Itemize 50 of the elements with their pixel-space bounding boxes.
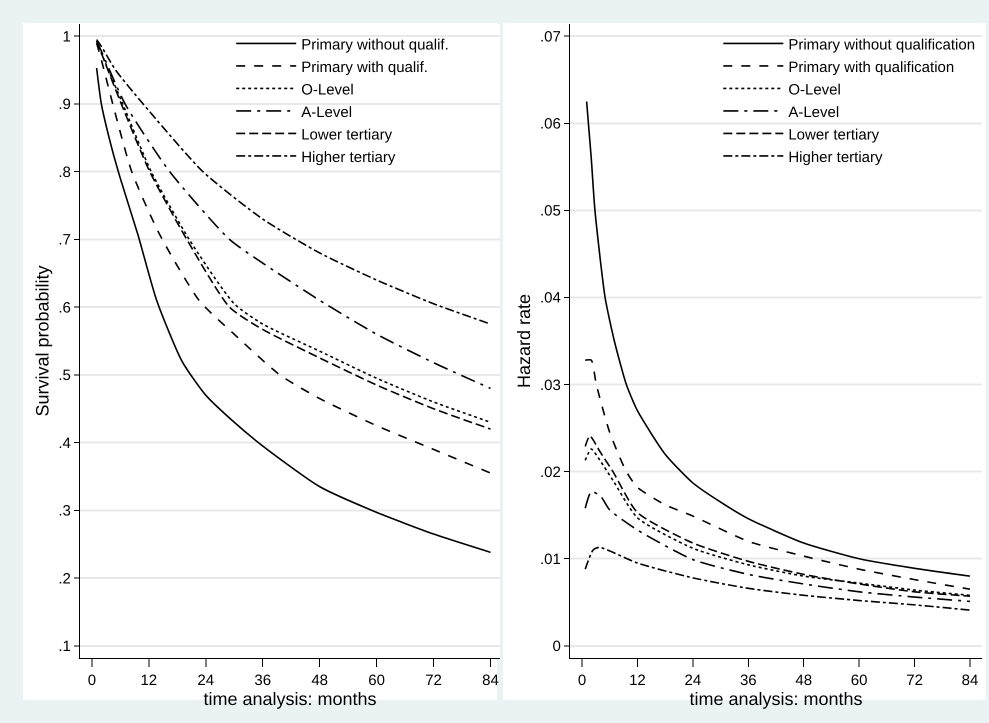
legend-label: Higher tertiary bbox=[788, 148, 884, 166]
y-tick-label: .3 bbox=[58, 502, 71, 520]
y-tick-label: .02 bbox=[540, 464, 561, 481]
y-tick-label: 1 bbox=[62, 28, 71, 46]
legend-label: Higher tertiary bbox=[301, 148, 396, 166]
y-tick-label: 0 bbox=[552, 638, 561, 656]
legend-label: Primary with qualification bbox=[788, 58, 954, 76]
legend-label: Primary without qualif. bbox=[301, 36, 449, 54]
x-tick-label: 36 bbox=[254, 672, 272, 690]
x-axis-title: time analysis: months bbox=[689, 689, 863, 710]
y-tick-label: .8 bbox=[58, 164, 71, 181]
y-tick-label: .01 bbox=[540, 550, 561, 568]
y-tick-label: .5 bbox=[58, 367, 71, 384]
y-tick-label: .2 bbox=[58, 570, 71, 588]
legend-label: Lower tertiary bbox=[788, 126, 880, 144]
x-tick-label: 48 bbox=[311, 672, 328, 690]
x-tick-label: 48 bbox=[795, 672, 812, 690]
y-tick-label: .7 bbox=[58, 232, 71, 249]
x-tick-label: 36 bbox=[740, 672, 757, 690]
legend-label: A-Level bbox=[788, 104, 840, 121]
x-tick-label: 0 bbox=[578, 672, 586, 690]
y-tick-label: .06 bbox=[540, 116, 561, 133]
x-tick-label: 24 bbox=[197, 672, 214, 690]
y-tick-label: .1 bbox=[58, 638, 71, 656]
x-tick-label: 84 bbox=[482, 672, 499, 690]
y-tick-label: .9 bbox=[58, 96, 71, 114]
y-axis-title: Survival probability bbox=[32, 265, 53, 417]
legend-label: O-Level bbox=[301, 81, 354, 98]
y-tick-label: .03 bbox=[540, 376, 561, 394]
y-tick-label: .6 bbox=[58, 299, 71, 316]
x-tick-label: 72 bbox=[425, 672, 442, 690]
legend-label: A-Level bbox=[301, 104, 352, 121]
x-tick-label: 12 bbox=[140, 672, 158, 690]
x-tick-label: 60 bbox=[368, 672, 385, 690]
y-tick-label: .05 bbox=[540, 202, 561, 220]
x-axis-title: time analysis: months bbox=[203, 689, 377, 710]
x-tick-label: 24 bbox=[684, 672, 702, 690]
x-tick-label: 60 bbox=[850, 672, 868, 690]
y-axis-title: Hazard rate bbox=[514, 294, 534, 388]
legend-label: Primary with qualif. bbox=[301, 58, 428, 76]
x-tick-label: 72 bbox=[906, 672, 923, 690]
y-tick-label: .4 bbox=[58, 434, 71, 452]
legend-label: Primary without qualification bbox=[788, 36, 976, 54]
x-tick-label: 84 bbox=[962, 672, 978, 690]
x-tick-label: 0 bbox=[88, 672, 96, 690]
x-tick-label: 12 bbox=[629, 672, 646, 690]
y-tick-label: .07 bbox=[540, 28, 561, 46]
legend-label: O-Level bbox=[788, 81, 841, 98]
y-tick-label: .04 bbox=[540, 290, 561, 307]
legend-label: Lower tertiary bbox=[301, 126, 393, 144]
